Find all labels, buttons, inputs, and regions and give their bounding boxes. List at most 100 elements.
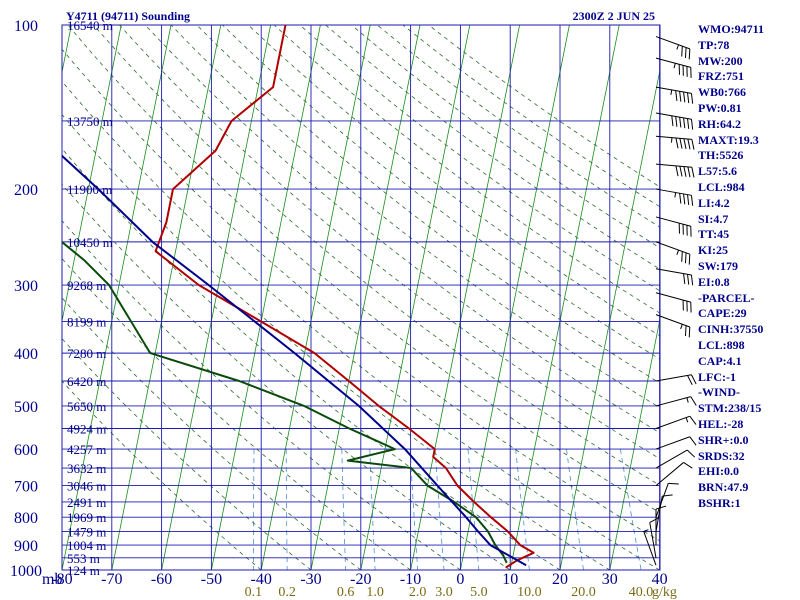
barb-flag xyxy=(671,115,674,127)
barb-flag xyxy=(684,47,687,58)
wind-barb xyxy=(655,462,693,486)
isotherm-line xyxy=(559,67,660,570)
barb-staff xyxy=(649,522,657,558)
index-entry: EI:0.8 xyxy=(698,274,730,289)
barb-flag xyxy=(690,274,694,286)
height-label: 1004 m xyxy=(67,538,106,553)
index-entry: WMO:94711 xyxy=(698,22,764,36)
pressure-tick-label: 800 xyxy=(14,510,38,527)
index-entry: CAPE:29 xyxy=(698,306,747,321)
temperature-tick-label: 40 xyxy=(652,571,668,588)
dry-adiabat-line xyxy=(67,25,660,514)
barb-flag xyxy=(679,91,682,102)
isotherm-line xyxy=(410,25,520,570)
barb-staff xyxy=(655,495,663,532)
index-entry: KI:25 xyxy=(698,243,728,258)
mixing-ratio-label: 0.1 xyxy=(245,585,263,600)
mixing-ratio-label: 3.0 xyxy=(435,585,453,600)
barb-staff xyxy=(655,374,692,382)
pressure-tick-label: 400 xyxy=(14,346,38,363)
dry-adiabat-line xyxy=(62,297,362,570)
temperature-tick-label: -80 xyxy=(51,571,72,588)
height-label: 5650 m xyxy=(67,399,106,414)
barb-flag xyxy=(684,325,687,337)
mixing-ratio-line xyxy=(467,449,480,570)
barb-flag xyxy=(688,254,691,265)
mixing-ratio-line xyxy=(253,449,255,570)
index-entry: LCL:984 xyxy=(698,179,745,194)
index-entry: HEL:-28 xyxy=(698,416,744,431)
temperature-tick-label: -50 xyxy=(201,571,222,588)
wind-barb xyxy=(655,292,692,313)
barb-flag xyxy=(683,462,693,469)
barb-staff xyxy=(655,57,691,68)
temperature-tick-label: -60 xyxy=(151,571,172,588)
index-entry: BRN:47.9 xyxy=(698,480,749,495)
barb-flag xyxy=(687,118,690,129)
index-entry: TP:78 xyxy=(698,37,730,52)
isotherm-line xyxy=(62,25,122,324)
barb-flag xyxy=(681,251,683,262)
index-entry: TH:5526 xyxy=(698,148,744,163)
isotherm-line xyxy=(509,25,620,570)
barb-flag xyxy=(668,482,679,485)
parcel-line xyxy=(62,154,527,567)
isotherm-line xyxy=(310,25,421,570)
barb-flag xyxy=(690,119,694,130)
mixing-ratio-unit: g/kg xyxy=(652,585,677,600)
barb-half-flag xyxy=(686,397,689,403)
barb-staff xyxy=(655,268,692,276)
index-entry: STM:238/15 xyxy=(698,401,762,416)
barb-flag xyxy=(688,326,691,338)
mixing-ratio-label: 10.0 xyxy=(517,585,542,600)
temperature-tick-label: 20 xyxy=(552,571,568,588)
barb-flag xyxy=(691,139,695,150)
height-label: 8199 m xyxy=(67,315,106,330)
barb-flag xyxy=(683,166,687,177)
dry-adiabat-lines xyxy=(62,25,660,570)
barb-flag xyxy=(675,90,678,101)
barb-flag xyxy=(679,138,683,149)
barb-flag xyxy=(679,193,682,204)
index-entry: -WIND- xyxy=(698,385,740,400)
height-label: 3632 m xyxy=(67,461,106,476)
barb-half-flag xyxy=(643,529,649,532)
sounding-series xyxy=(62,25,535,569)
wind-barb xyxy=(655,449,696,469)
temperature-tick-label: -40 xyxy=(251,571,272,588)
height-label: 13750 m xyxy=(67,114,113,129)
index-entry: LFC:-1 xyxy=(698,369,736,384)
temperature-line xyxy=(154,25,535,569)
pressure-tick-label: 1000 xyxy=(10,563,42,580)
barb-half-flag xyxy=(680,324,683,330)
barb-staff xyxy=(655,163,692,168)
index-entry: SI:4.7 xyxy=(698,211,729,226)
height-label: 4257 m xyxy=(67,442,106,457)
barb-flag xyxy=(689,436,697,446)
index-entry: MW:200 xyxy=(698,53,743,68)
barb-staff xyxy=(655,36,690,50)
mixing-ratio-label: 5.0 xyxy=(470,585,488,600)
height-label: 9268 m xyxy=(67,278,106,293)
wind-barb xyxy=(655,216,692,237)
index-entry: PW:0.81 xyxy=(698,100,742,115)
index-entry: MAXT:19.3 xyxy=(698,132,759,147)
stability-index-panel: WMO:94711 TP:78 MW:200 FRZ:751 WB0:766 PW:0.8… xyxy=(698,22,798,512)
wind-barb xyxy=(655,396,697,407)
mixing-ratio-lines xyxy=(253,449,642,570)
temperature-tick-label: -10 xyxy=(400,571,421,588)
x-axis-prefix: mb xyxy=(42,571,62,588)
index-entry: RH:64.2 xyxy=(698,116,741,131)
barb-flag xyxy=(687,194,690,206)
index-entry: CINH:37550 xyxy=(698,322,764,337)
isotherm-line xyxy=(260,25,371,570)
wind-barb xyxy=(655,241,691,265)
barb-flag xyxy=(683,273,686,284)
barb-staff xyxy=(655,188,692,196)
index-entry: SHR+:0.0 xyxy=(698,432,749,447)
wind-barb xyxy=(655,57,692,78)
wind-barb xyxy=(655,494,673,532)
isotherm-line xyxy=(111,25,222,570)
